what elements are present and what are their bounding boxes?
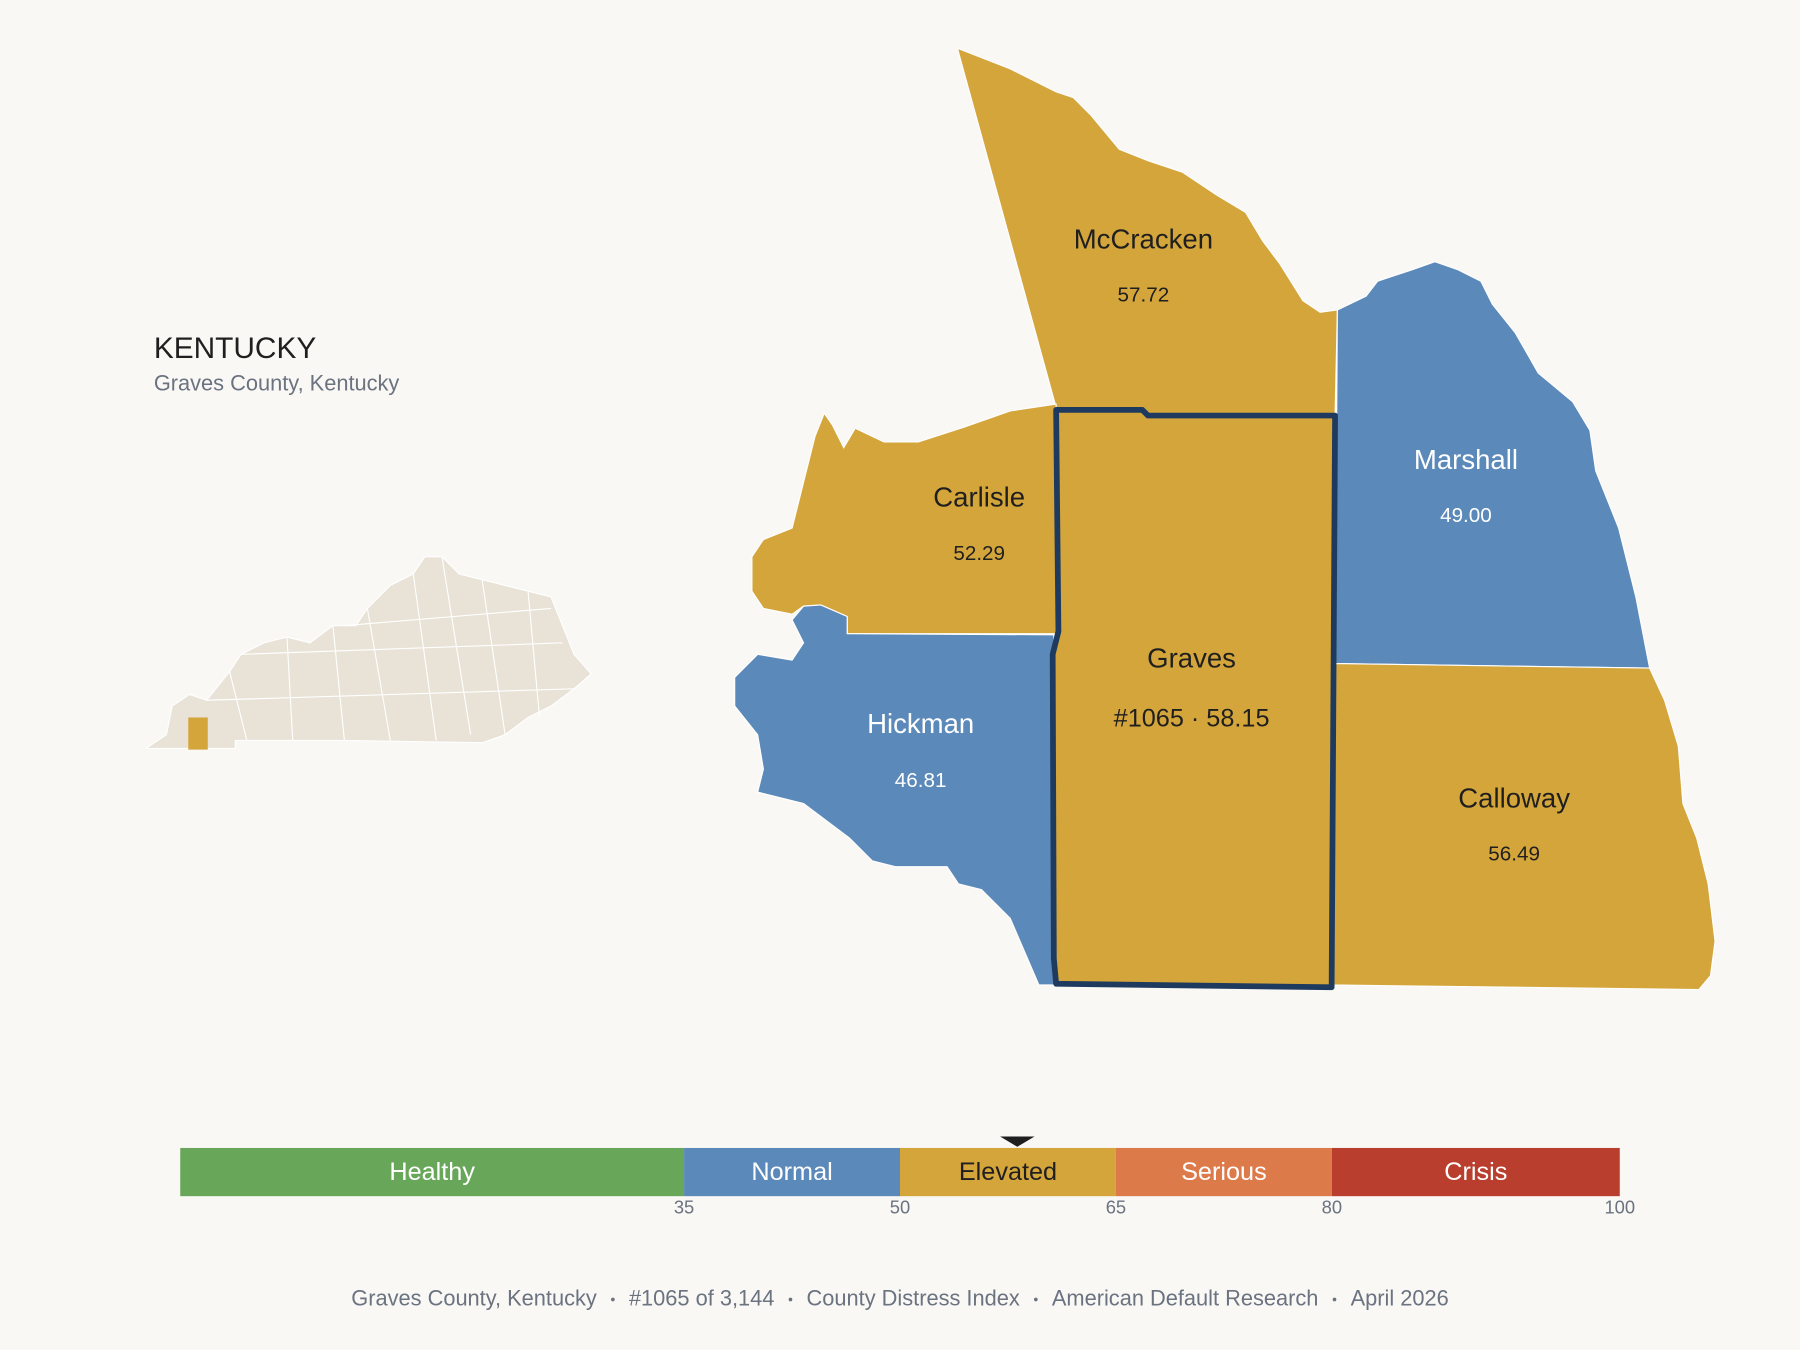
county-shape bbox=[734, 604, 1057, 986]
legend-band-label: Crisis bbox=[1444, 1158, 1507, 1186]
legend-tick-label: 65 bbox=[1106, 1197, 1126, 1218]
footer-item: #1065 of 3,144 bbox=[629, 1285, 774, 1310]
footer-separator bbox=[1033, 1297, 1038, 1302]
legend-band bbox=[1331, 1147, 1620, 1197]
footer-separator bbox=[611, 1297, 615, 1302]
county-name: Carlisle bbox=[933, 482, 1025, 513]
legend-marker bbox=[1000, 1136, 1035, 1147]
county-shape bbox=[1331, 662, 1716, 991]
subtitle: Graves County, Kentucky bbox=[154, 370, 400, 395]
county-value: 52.29 bbox=[953, 542, 1005, 565]
county-name: Calloway bbox=[1458, 782, 1570, 813]
county-name: McCracken bbox=[1074, 223, 1213, 254]
legend-band-label: Healthy bbox=[389, 1158, 475, 1186]
county-value: 49.00 bbox=[1440, 504, 1492, 527]
footer-separator bbox=[788, 1297, 793, 1302]
county-labels: McCracken 57.72 Carlisle 52.29 Hickman 46.81 G… bbox=[867, 223, 1570, 865]
state-outline bbox=[143, 556, 593, 750]
county-shape bbox=[1334, 261, 1651, 669]
legend-tick-label: 35 bbox=[674, 1197, 694, 1218]
footer: Graves County, Kentucky #1065 of 3,144 Cou… bbox=[351, 1285, 1448, 1310]
legend-band bbox=[684, 1147, 900, 1197]
inset-highlight bbox=[188, 717, 208, 750]
footer-item: County Distress Index bbox=[807, 1285, 1020, 1310]
footer-item: Graves County, Kentucky bbox=[351, 1285, 597, 1310]
legend: Healthy Normal Elevated Serious Crisis 35 50 65… bbox=[180, 1136, 1635, 1218]
legend-band-label: Elevated bbox=[959, 1158, 1057, 1186]
legend-band-label: Serious bbox=[1181, 1158, 1267, 1186]
legend-band bbox=[900, 1147, 1116, 1197]
county-value: #1065 · 58.15 bbox=[1114, 704, 1270, 732]
state-inset bbox=[143, 556, 593, 750]
county-map bbox=[734, 47, 1716, 991]
county-shape bbox=[1049, 406, 1338, 991]
legend-tick-label: 100 bbox=[1604, 1197, 1635, 1218]
title: KENTUCKY bbox=[154, 332, 317, 365]
county-name: Marshall bbox=[1414, 444, 1518, 475]
footer-item: American Default Research bbox=[1052, 1285, 1319, 1310]
county-name: Graves bbox=[1147, 642, 1236, 673]
footer-separator bbox=[1332, 1297, 1337, 1302]
legend-band bbox=[180, 1147, 685, 1197]
county-value: 46.81 bbox=[895, 769, 947, 792]
county-borders bbox=[206, 556, 574, 741]
county-name: Hickman bbox=[867, 708, 974, 739]
legend-band-label: Normal bbox=[751, 1158, 832, 1186]
footer-item: April 2026 bbox=[1351, 1285, 1449, 1310]
county-value: 56.49 bbox=[1488, 843, 1540, 866]
legend-tick-label: 50 bbox=[890, 1197, 910, 1218]
legend-band bbox=[1115, 1147, 1332, 1197]
legend-tick-label: 80 bbox=[1322, 1197, 1342, 1218]
county-value: 57.72 bbox=[1118, 284, 1170, 307]
